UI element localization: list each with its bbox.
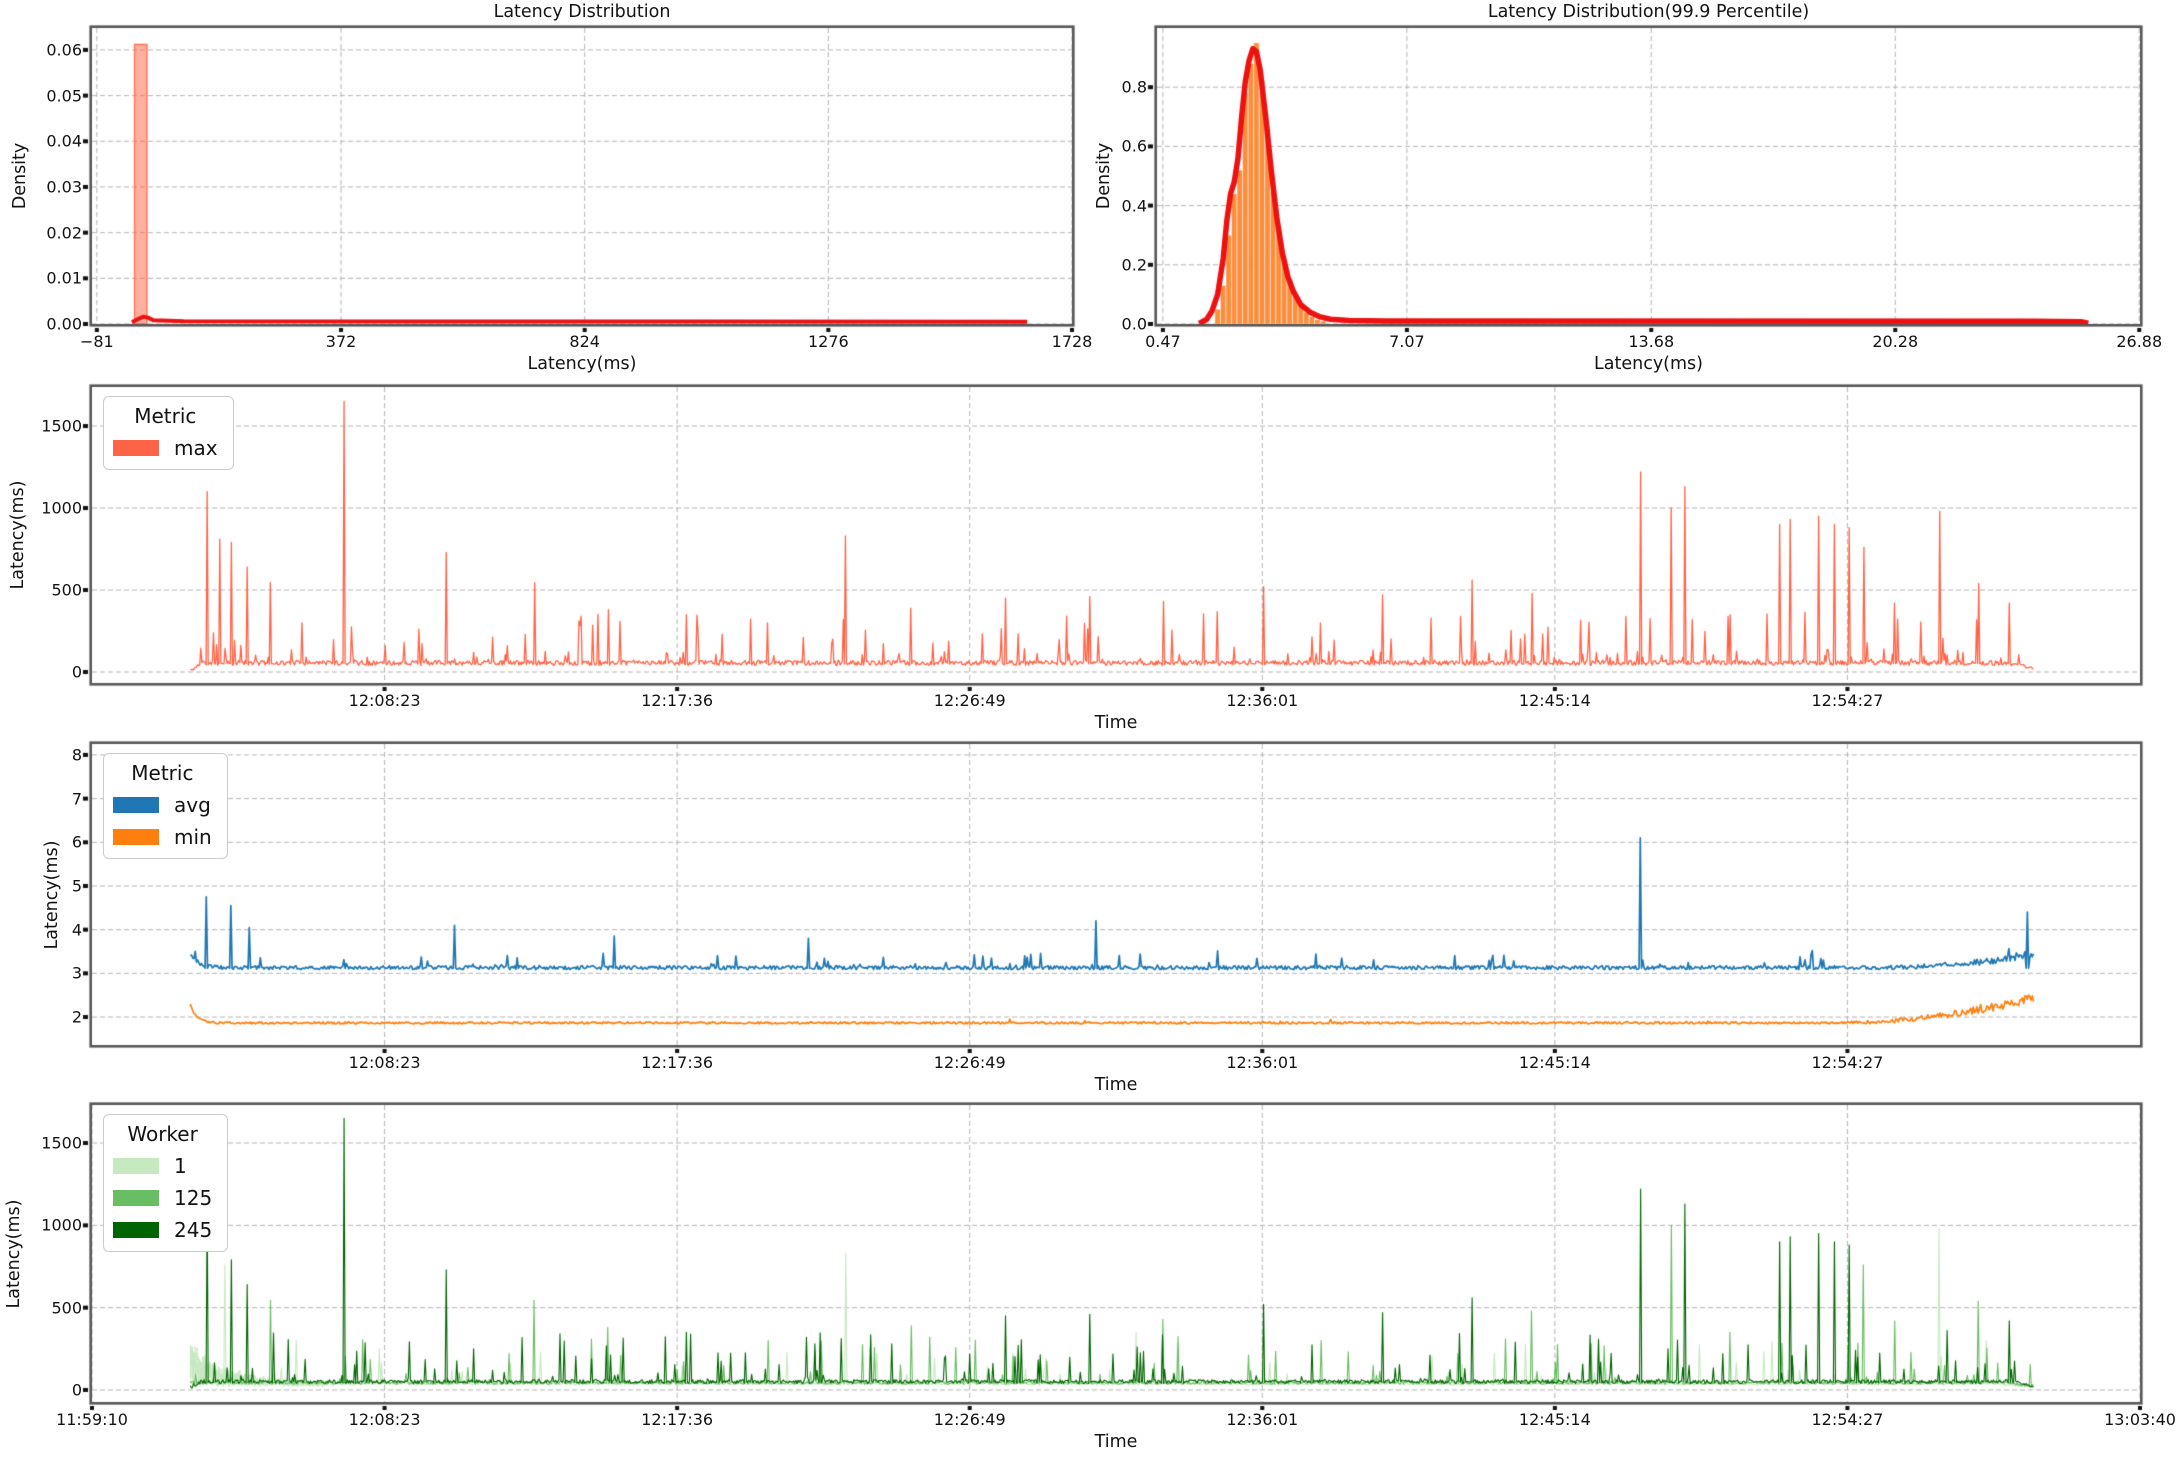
x-tick-label: 12:17:36 (641, 1410, 714, 1429)
x-tick-label: 11:59:10 (56, 1410, 128, 1429)
legend-item: 125 (113, 1186, 212, 1210)
y-tick-label: 1000 (41, 498, 82, 518)
legend-swatch-1 (113, 1158, 159, 1174)
x-tick-label: 12:54:27 (1811, 1053, 1884, 1072)
y-tick-label: 0.01 (46, 268, 82, 288)
x-tick-label: 0.47 (1145, 332, 1181, 351)
y-tick-label: 0.0 (1121, 314, 1147, 334)
x-tick-label: 20.28 (1872, 332, 1919, 351)
y-tick-label: 500 (51, 580, 82, 600)
y-tick-label: 1000 (41, 1215, 82, 1235)
x-tick-label: 13:03:40 (2104, 1410, 2176, 1429)
x-tick-label: 12:36:01 (1226, 1053, 1299, 1072)
x-tick-label: 12:36:01 (1226, 1410, 1299, 1429)
x-tick-label: 1728 (1051, 332, 1093, 351)
x-tick-label: 12:08:23 (348, 1053, 421, 1072)
legend-swatch-125 (113, 1190, 159, 1206)
y-tick-label: 0 (71, 1380, 82, 1400)
x-tick-label: 12:08:23 (348, 1410, 421, 1429)
hist-p99-xlabel: Latency(ms) (1594, 354, 1703, 374)
x-tick-label: 372 (325, 332, 357, 351)
legend-label: 1 (174, 1154, 187, 1178)
legend-label: 245 (174, 1218, 213, 1242)
legend-title: Worker (127, 1122, 198, 1146)
y-tick-label: 5 (71, 876, 82, 896)
y-tick-label: 0.00 (46, 314, 82, 334)
y-tick-label: 2 (71, 1007, 82, 1027)
y-tick-label: 0.8 (1121, 77, 1147, 97)
legend-label: min (174, 825, 212, 849)
x-tick-label: 26.88 (2116, 332, 2163, 351)
x-tick-label: 12:45:14 (1518, 691, 1591, 710)
legend-label: avg (174, 793, 211, 817)
x-tick-label: 1276 (807, 332, 849, 351)
ts_max-legend: Metric max (103, 396, 234, 470)
legend-label: 125 (174, 1186, 213, 1210)
legend-swatch-avg (113, 797, 159, 813)
y-tick-label: 500 (51, 1298, 82, 1318)
y-tick-label: 1500 (41, 1133, 82, 1153)
y-tick-label: 0 (71, 662, 82, 682)
ts_workers-legend: Worker 1 125 245 (103, 1114, 229, 1252)
hist-full-title: Latency Distribution (493, 2, 671, 22)
y-tick-label: 0.2 (1121, 255, 1147, 275)
y-tick-label: 0.05 (46, 86, 82, 106)
y-tick-label: 7 (71, 789, 82, 809)
y-tick-label: 3 (71, 963, 82, 983)
x-tick-label: 12:26:49 (933, 691, 1006, 710)
hist-p99-title: Latency Distribution(99.9 Percentile) (1487, 2, 1810, 22)
y-tick-label: 0.4 (1121, 196, 1147, 216)
y-tick-label: 0.6 (1121, 136, 1147, 156)
legend-item: 245 (113, 1218, 212, 1242)
x-tick-label: 12:26:49 (933, 1410, 1006, 1429)
x-tick-label: 12:08:23 (348, 691, 421, 710)
x-tick-label: 7.07 (1389, 332, 1425, 351)
legend-item: avg (113, 793, 212, 817)
x-tick-label: 12:54:27 (1811, 691, 1884, 710)
legend-swatch-max (113, 440, 159, 456)
legend-title: Metric (134, 404, 197, 428)
y-tick-label: 0.02 (46, 223, 82, 243)
y-tick-label: 1500 (41, 416, 82, 436)
ts-avgmin-xlabel: Time (1094, 1075, 1138, 1095)
legend-label: max (174, 436, 218, 460)
hist-full-ylabel: Density (10, 142, 30, 210)
x-tick-label: 12:26:49 (933, 1053, 1006, 1072)
y-tick-label: 0.06 (46, 40, 82, 60)
legend-swatch-min (113, 829, 159, 845)
ts-workers-xlabel: Time (1094, 1432, 1138, 1452)
x-tick-label: 12:54:27 (1811, 1410, 1884, 1429)
y-tick-label: 6 (71, 832, 82, 852)
legend-swatch-245 (113, 1222, 159, 1238)
ts_avgmin-legend: Metric avg min (103, 753, 228, 859)
ts-max-ylabel: Latency(ms) (8, 480, 28, 590)
legend-item: max (113, 436, 218, 460)
legend-item: min (113, 825, 212, 849)
x-tick-label: −81 (79, 332, 114, 351)
ts-workers-ylabel: Latency(ms) (4, 1199, 24, 1308)
y-tick-label: 0.03 (46, 177, 82, 197)
legend-item: 1 (113, 1154, 212, 1178)
legend-title: Metric (131, 761, 194, 785)
y-tick-label: 8 (71, 745, 82, 765)
x-tick-label: 12:17:36 (641, 691, 714, 710)
x-tick-label: 12:36:01 (1226, 691, 1299, 710)
ts-max-xlabel: Time (1094, 713, 1138, 733)
hist-full-xlabel: Latency(ms) (527, 354, 637, 374)
x-tick-label: 12:45:14 (1518, 1053, 1591, 1072)
x-tick-label: 824 (569, 332, 600, 351)
x-tick-label: 13.68 (1628, 332, 1675, 351)
x-tick-label: 12:17:36 (641, 1053, 714, 1072)
y-tick-label: 0.04 (46, 131, 82, 151)
x-tick-label: 12:45:14 (1518, 1410, 1591, 1429)
y-tick-label: 4 (71, 920, 82, 940)
